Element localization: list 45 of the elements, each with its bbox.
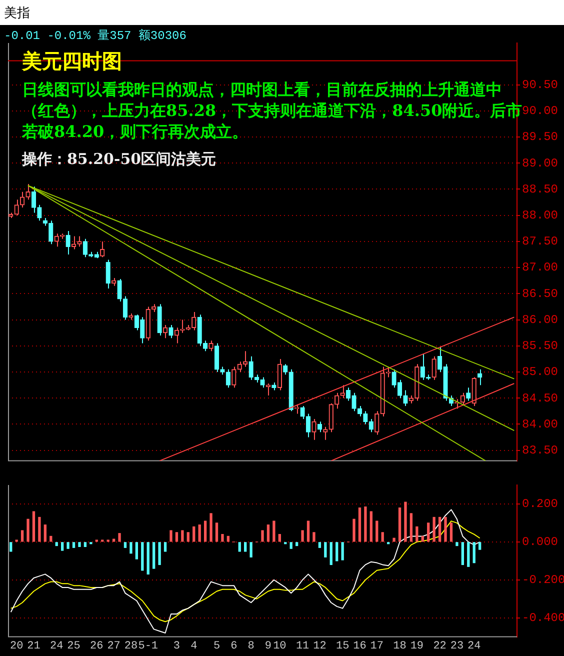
x-tick-label: 4	[190, 640, 198, 652]
x-tick-label: 23	[450, 640, 464, 652]
x-tick-label: 24	[468, 640, 482, 652]
x-tick-label: 20	[10, 640, 24, 652]
text: 美指	[4, 5, 30, 22]
y-tick-label: 0.000	[522, 535, 558, 550]
x-tick-label: 22	[433, 640, 446, 652]
x-tick-label: 8	[248, 640, 254, 652]
y-tick-label: 87.50	[522, 234, 558, 249]
x-tick-label: 6	[230, 640, 238, 652]
y-tick-label: 0.200	[522, 497, 558, 512]
x-tick-label: 9	[264, 640, 272, 652]
y-tick-label: 85.00	[522, 365, 558, 380]
x-tick-label: 5	[213, 640, 220, 652]
x-tick-label: 27	[107, 640, 120, 652]
x-tick-label: 17	[370, 640, 384, 652]
text: -0.01 -0.01% 量357 额30306	[4, 28, 186, 44]
y-tick-label: 85.50	[522, 339, 558, 354]
x-tick-label: 16	[353, 640, 366, 652]
x-tick-label: 28	[124, 640, 138, 652]
x-tick-label: 5-1	[138, 640, 158, 652]
x-tick-label: 19	[410, 640, 424, 652]
y-tick-label: 89.00	[522, 156, 558, 170]
x-tick-label: 25	[67, 640, 80, 652]
x-tick-label: 11	[296, 640, 310, 652]
y-tick-label: 88.00	[522, 208, 558, 223]
y-tick-label: 89.50	[522, 130, 558, 144]
y-tick-label: 87.00	[522, 260, 558, 275]
y-tick-label: 84.00	[522, 417, 558, 432]
x-tick-label: 21	[27, 640, 41, 652]
x-tick-label: 24	[50, 640, 64, 652]
x-tick-label: 15	[336, 640, 350, 652]
annotation: 操作：85.20-50区间沽美元	[22, 150, 216, 169]
y-tick-label: 84.50	[522, 391, 558, 406]
y-tick-label: 86.00	[522, 312, 558, 327]
x-tick-label: 18	[393, 640, 406, 652]
x-tick-label: 26	[90, 640, 104, 652]
y-tick-label: 88.50	[522, 182, 558, 196]
y-tick-label: 86.50	[522, 286, 558, 301]
x-tick-label: 10	[273, 640, 286, 652]
x-tick-label: 3	[173, 640, 180, 652]
x-tick-label: 12	[313, 640, 326, 652]
y-tick-label: 90.00	[522, 104, 558, 118]
y-tick-label: 83.50	[522, 444, 558, 458]
y-tick-label: 90.50	[522, 78, 558, 92]
